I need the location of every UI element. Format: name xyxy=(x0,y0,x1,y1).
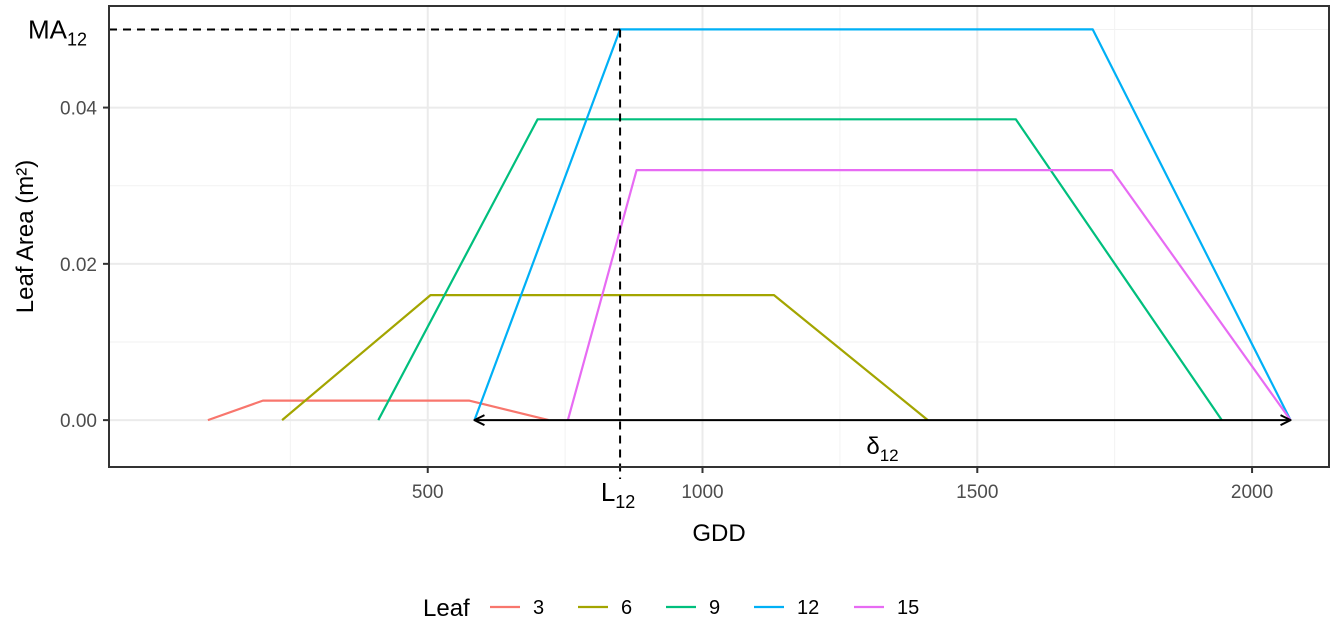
series-layer xyxy=(207,28,1292,422)
legend: Leaf 3 6 9 12 15 xyxy=(423,595,919,622)
y-tick-label: 0.04 xyxy=(60,99,97,120)
y-tick-label: 0.02 xyxy=(60,255,97,276)
ma-label: MA12 xyxy=(28,14,87,49)
x-tick-label: 1000 xyxy=(681,482,723,503)
legend-title: Leaf xyxy=(423,595,470,622)
series-line-leaf-3 xyxy=(207,399,549,422)
x-tick-label: 1500 xyxy=(956,482,998,503)
legend-label-leaf-3: 3 xyxy=(533,597,544,619)
annotation-layer: δ12 MA12 L12 xyxy=(28,14,1291,512)
x-axis-title: GDD xyxy=(692,520,745,547)
series-line-leaf-12 xyxy=(473,28,1292,421)
legend-label-leaf-9: 9 xyxy=(709,597,720,619)
x-tick-label: 2000 xyxy=(1231,482,1273,503)
y-axis-title: Leaf Area (m²) xyxy=(12,160,39,313)
x-axis-ticks: 500 1000 1500 2000 xyxy=(412,467,1273,503)
x-tick-label: 500 xyxy=(412,482,444,503)
l-label: L12 xyxy=(601,477,636,512)
delta-label: δ12 xyxy=(866,433,898,465)
legend-label-leaf-15: 15 xyxy=(897,597,919,619)
series-line-leaf-15 xyxy=(566,169,1292,421)
series-line-leaf-9 xyxy=(377,118,1223,421)
grid-lines xyxy=(109,6,1329,467)
legend-label-leaf-12: 12 xyxy=(797,597,819,619)
panel-border xyxy=(108,5,1330,468)
y-tick-label: 0.00 xyxy=(60,411,97,432)
legend-label-leaf-6: 6 xyxy=(621,597,632,619)
y-axis-ticks: 0.00 0.02 0.04 xyxy=(60,99,109,432)
